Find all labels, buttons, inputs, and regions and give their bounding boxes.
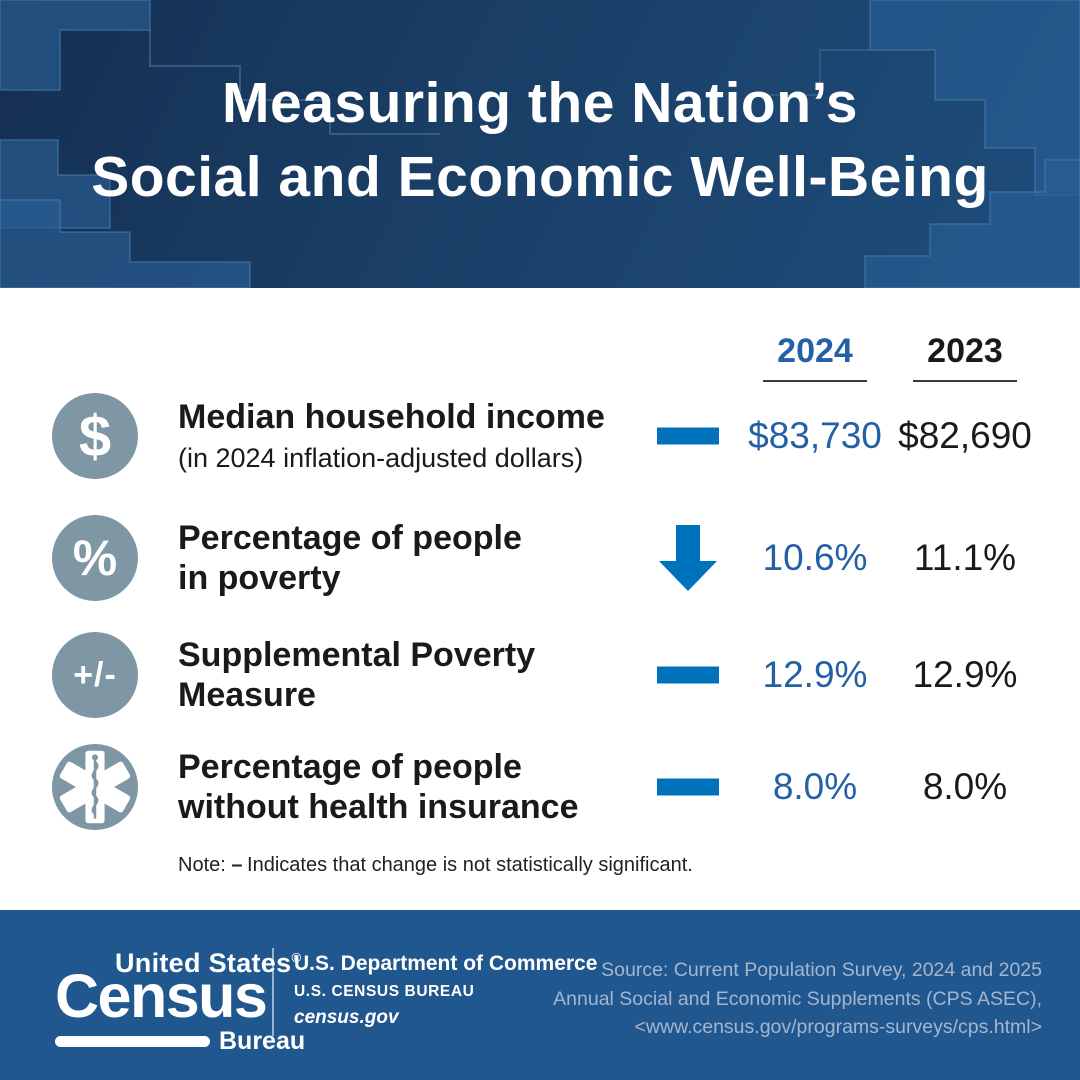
value-2023: 12.9% xyxy=(912,654,1018,695)
header-banner: Measuring the Nation’s Social and Econom… xyxy=(0,0,1080,288)
agency-block: U.S. Department of Commerce U.S. CENSUS … xyxy=(294,952,597,1029)
column-header-2023: 2023 xyxy=(890,332,1040,382)
registered-mark: ® xyxy=(291,950,302,965)
plus-minus-glyph: +/- xyxy=(73,655,117,694)
value-2023: 11.1% xyxy=(913,537,1017,578)
dollar-icon: $ xyxy=(52,393,138,479)
logo-united-states: United States® xyxy=(115,948,302,978)
value-2024: $83,730 xyxy=(748,415,882,456)
not-significant-dash-icon xyxy=(632,778,744,796)
note-prefix: Note: xyxy=(178,854,232,876)
column-header-2023-label: 2023 xyxy=(913,332,1017,382)
row-title-line1: Supplemental Poverty xyxy=(178,636,536,674)
logo-swoosh xyxy=(55,1036,210,1047)
table-row-health-insurance: Percentage of people without health insu… xyxy=(0,741,1080,833)
column-header-2024-label: 2024 xyxy=(763,332,867,382)
page-title-line2: Social and Economic Well-Being xyxy=(91,145,989,209)
significance-note: Note: – Indicates that change is not sta… xyxy=(178,854,693,877)
statistics-table: 2024 2023 $ Median household income (in … xyxy=(0,288,1080,910)
row-subtitle: (in 2024 inflation-adjusted dollars) xyxy=(178,443,584,473)
page-title-line1: Measuring the Nation’s xyxy=(222,71,858,135)
row-title: Median household income xyxy=(178,398,605,436)
row-title-line1: Percentage of people xyxy=(178,519,522,557)
census-bureau-logo: United States® Census Bureau xyxy=(55,948,305,1056)
note-dash: – xyxy=(231,854,242,876)
down-arrow-icon xyxy=(632,525,744,591)
source-citation: Source: Current Population Survey, 2024 … xyxy=(553,956,1042,1042)
not-significant-dash-icon xyxy=(632,427,744,445)
column-header-2024: 2024 xyxy=(740,332,890,382)
table-row-median-income: $ Median household income (in 2024 infla… xyxy=(0,390,1080,482)
table-row-poverty: % Percentage of people in poverty 10.6% … xyxy=(0,512,1080,604)
not-significant-dash-icon xyxy=(632,666,744,684)
census-gov-link: census.gov xyxy=(294,1007,399,1028)
row-label: Median household income (in 2024 inflati… xyxy=(178,397,648,475)
row-label: Percentage of people in poverty xyxy=(178,518,648,598)
percent-icon: % xyxy=(52,515,138,601)
row-label: Supplemental Poverty Measure xyxy=(178,635,648,715)
department-of-commerce: U.S. Department of Commerce xyxy=(294,952,598,975)
source-line1: Source: Current Population Survey, 2024 … xyxy=(601,959,1042,981)
value-2024: 10.6% xyxy=(762,537,868,578)
footer-divider xyxy=(272,948,274,1036)
source-line2: Annual Social and Economic Supplements (… xyxy=(553,987,1042,1010)
us-census-bureau: U.S. CENSUS BUREAU xyxy=(294,983,475,1000)
value-2024: 8.0% xyxy=(772,766,858,807)
percent-glyph: % xyxy=(72,530,118,586)
logo-bureau: Bureau xyxy=(219,1027,306,1055)
footer-banner: United States® Census Bureau U.S. Depart… xyxy=(0,910,1080,1080)
dollar-glyph: $ xyxy=(78,403,112,469)
value-2023: 8.0% xyxy=(922,766,1008,807)
row-title-line2: in poverty xyxy=(178,559,341,597)
star-of-life-icon xyxy=(52,744,138,830)
row-title-line2: Measure xyxy=(178,676,316,714)
source-line3: <www.census.gov/programs-surveys/cps.htm… xyxy=(634,1016,1042,1038)
value-2024: 12.9% xyxy=(762,654,868,695)
plus-minus-icon: +/- xyxy=(52,632,138,718)
row-label: Percentage of people without health insu… xyxy=(178,747,648,827)
value-2023: $82,690 xyxy=(898,415,1032,456)
stair-pattern-decoration xyxy=(0,0,1080,288)
note-text: Indicates that change is not statistical… xyxy=(241,854,693,876)
table-row-spm: +/- Supplemental Poverty Measure 12.9% 1… xyxy=(0,629,1080,721)
logo-census: Census xyxy=(55,962,268,1030)
row-title-line1: Percentage of people xyxy=(178,748,522,786)
page-title: Measuring the Nation’s Social and Econom… xyxy=(0,66,1080,214)
row-title-line2: without health insurance xyxy=(178,788,579,826)
